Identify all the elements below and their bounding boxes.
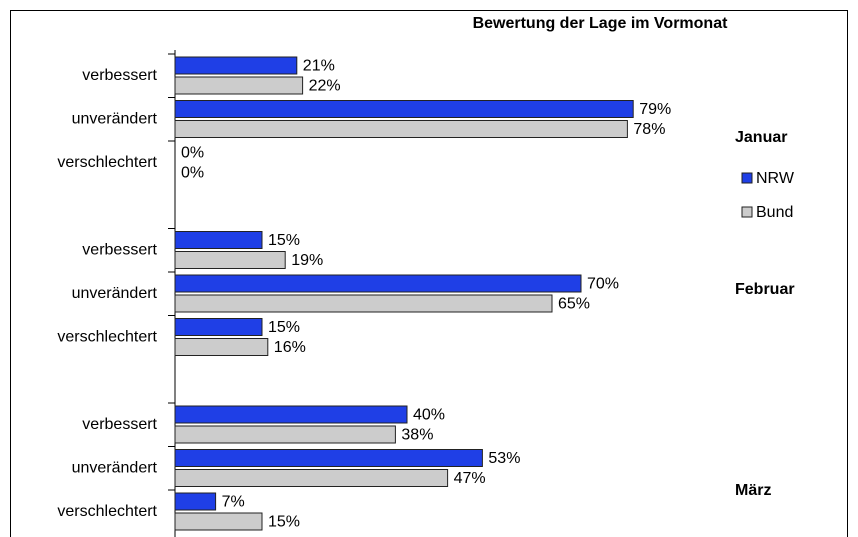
bar [174,425,396,444]
value-label: 65% [558,296,590,313]
value-label: 21% [303,58,335,75]
category-label: verschlechtert [57,154,157,171]
value-label: 38% [401,427,433,444]
value-label: 19% [291,252,323,269]
group-label: Februar [735,281,795,298]
bar [174,294,553,313]
bar [174,76,304,95]
legend-label: NRW [756,170,795,187]
value-label: 40% [413,407,445,424]
bar [174,492,217,511]
value-label: 70% [587,276,619,293]
value-label: 15% [268,232,300,249]
category-label: unverändert [72,111,158,128]
bar [174,231,263,249]
chart-title: Bewertung der Lage im Vormonat [473,15,729,32]
bar [174,274,582,293]
bar [174,56,298,75]
value-label: 79% [639,101,671,118]
category-label: verschlechtert [57,503,157,520]
bar [174,318,263,336]
bar [174,405,408,424]
value-label: 15% [268,319,300,336]
category-label: verschlechtert [57,329,157,346]
legend-label: Bund [756,204,793,221]
value-label: 53% [488,450,520,467]
category-label: verbessert [82,242,157,259]
value-label: 0% [181,145,204,162]
bar [174,449,483,467]
group-label: März [735,482,771,499]
value-label: 15% [268,514,300,531]
value-label: 0% [181,165,204,182]
value-label: 7% [222,494,245,511]
bar [174,251,286,269]
legend-swatch [741,172,753,184]
value-label: 47% [454,470,486,487]
category-label: unverändert [72,460,158,477]
bar [174,512,263,531]
bar [174,120,628,138]
value-label: 16% [274,339,306,356]
legend-swatch [741,206,753,218]
value-label: 22% [309,78,341,95]
bar [174,100,634,118]
category-label: unverändert [72,285,158,302]
bar [174,338,269,356]
group-label: Januar [735,129,787,146]
category-label: verbessert [82,67,157,84]
bar [174,469,449,487]
value-label: 78% [633,121,665,138]
category-label: verbessert [82,416,157,433]
frame [10,10,848,537]
